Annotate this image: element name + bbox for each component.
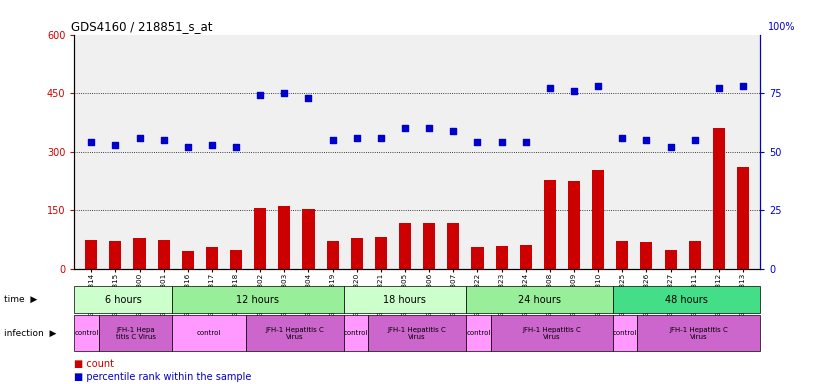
Bar: [592, 170, 604, 269]
Bar: [109, 241, 121, 269]
Bar: [520, 245, 532, 269]
Bar: [613, 286, 760, 313]
Text: control: control: [197, 330, 221, 336]
Text: 18 hours: 18 hours: [383, 295, 426, 305]
Bar: [737, 167, 749, 269]
Text: JFH-1 Hepatitis C
Virus: JFH-1 Hepatitis C Virus: [669, 327, 728, 339]
Bar: [423, 223, 435, 269]
Bar: [351, 238, 363, 269]
Bar: [173, 315, 246, 351]
Bar: [158, 240, 169, 269]
Bar: [375, 237, 387, 269]
Bar: [713, 128, 725, 269]
Bar: [206, 247, 218, 269]
Text: time  ▶: time ▶: [4, 295, 37, 304]
Text: control: control: [74, 330, 99, 336]
Text: control: control: [613, 330, 638, 336]
Point: [423, 125, 436, 131]
Bar: [544, 180, 556, 269]
Text: infection  ▶: infection ▶: [4, 329, 56, 338]
Bar: [302, 209, 315, 269]
Point: [301, 95, 315, 101]
Bar: [640, 242, 653, 269]
Bar: [326, 241, 339, 269]
Point: [398, 125, 411, 131]
Bar: [246, 315, 344, 351]
Bar: [491, 315, 613, 351]
Text: ■ percentile rank within the sample: ■ percentile rank within the sample: [74, 372, 252, 382]
Point: [567, 88, 581, 94]
Text: 6 hours: 6 hours: [105, 295, 142, 305]
Text: 24 hours: 24 hours: [518, 295, 561, 305]
Point: [447, 127, 460, 134]
Point: [544, 85, 557, 91]
Point: [350, 134, 363, 141]
Bar: [99, 315, 173, 351]
Point: [157, 137, 170, 143]
Point: [206, 142, 219, 148]
Point: [230, 144, 243, 150]
Bar: [74, 315, 99, 351]
Point: [254, 93, 267, 99]
Bar: [613, 315, 638, 351]
Bar: [278, 205, 291, 269]
Text: JFH-1 Hepatitis C
Virus: JFH-1 Hepatitis C Virus: [522, 327, 582, 339]
Bar: [399, 223, 411, 269]
Point: [109, 142, 122, 148]
Point: [471, 139, 484, 146]
Bar: [568, 181, 580, 269]
Bar: [689, 242, 700, 269]
Text: control: control: [344, 330, 368, 336]
Bar: [466, 315, 491, 351]
Bar: [472, 247, 483, 269]
Bar: [74, 286, 173, 313]
Bar: [344, 315, 368, 351]
Point: [374, 134, 387, 141]
Bar: [466, 286, 613, 313]
Text: JFH-1 Hepa
titis C Virus: JFH-1 Hepa titis C Virus: [116, 327, 155, 339]
Point: [326, 137, 339, 143]
Bar: [496, 246, 508, 269]
Bar: [616, 242, 629, 269]
Point: [278, 90, 291, 96]
Bar: [173, 286, 344, 313]
Bar: [448, 223, 459, 269]
Point: [615, 134, 629, 141]
Text: JFH-1 Hepatitis C
Virus: JFH-1 Hepatitis C Virus: [387, 327, 447, 339]
Text: control: control: [466, 330, 491, 336]
Bar: [344, 286, 466, 313]
Text: JFH-1 Hepatitis C
Virus: JFH-1 Hepatitis C Virus: [265, 327, 324, 339]
Bar: [368, 315, 466, 351]
Point: [712, 85, 725, 91]
Point: [664, 144, 677, 150]
Point: [688, 137, 701, 143]
Point: [133, 134, 146, 141]
Point: [591, 83, 605, 89]
Point: [520, 139, 533, 146]
Bar: [638, 315, 760, 351]
Point: [495, 139, 508, 146]
Bar: [182, 251, 194, 269]
Bar: [254, 208, 266, 269]
Bar: [665, 250, 676, 269]
Text: ■ count: ■ count: [74, 359, 114, 369]
Text: 48 hours: 48 hours: [665, 295, 708, 305]
Text: 100%: 100%: [768, 22, 795, 32]
Bar: [230, 250, 242, 269]
Text: GDS4160 / 218851_s_at: GDS4160 / 218851_s_at: [71, 20, 212, 33]
Point: [84, 139, 97, 146]
Text: 12 hours: 12 hours: [236, 295, 279, 305]
Bar: [134, 238, 145, 269]
Point: [181, 144, 194, 150]
Point: [640, 137, 653, 143]
Point: [737, 83, 750, 89]
Bar: [85, 240, 97, 269]
